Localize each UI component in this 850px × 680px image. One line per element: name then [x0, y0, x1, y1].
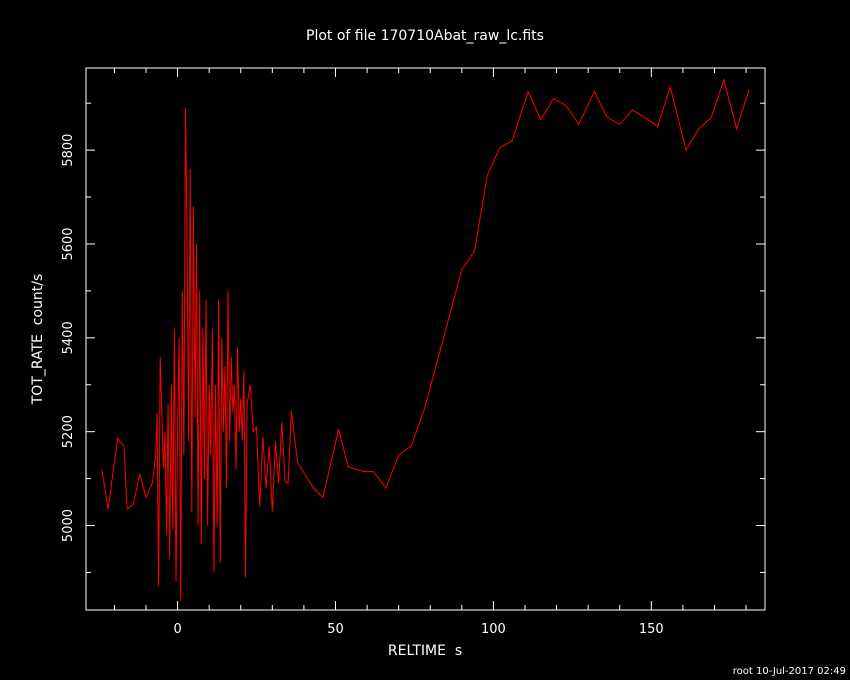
x-axis-label: RELTIME s — [388, 643, 462, 659]
x-tick-label: 150 — [639, 622, 664, 637]
y-tick-label: 5800 — [61, 134, 76, 167]
footer-timestamp: root 10-Jul-2017 02:49 — [733, 666, 846, 677]
x-tick-label: 0 — [173, 622, 181, 637]
x-tick-label: 100 — [481, 622, 506, 637]
axis-ticks — [86, 68, 765, 610]
tick-labels: 0 50 100 150 5000 5200 5400 5600 5800 — [61, 134, 664, 637]
series-line — [101, 77, 750, 601]
y-tick-label: 5600 — [61, 227, 76, 260]
chart-title: Plot of file 170710Abat_raw_lc.fits — [306, 28, 544, 44]
y-tick-label: 5000 — [61, 509, 76, 542]
y-tick-label: 5400 — [61, 321, 76, 354]
y-tick-label: 5200 — [61, 415, 76, 448]
plot-frame — [85, 67, 766, 611]
y-axis-label: TOT_RATE count/s — [30, 274, 46, 406]
x-tick-label: 50 — [327, 622, 344, 637]
